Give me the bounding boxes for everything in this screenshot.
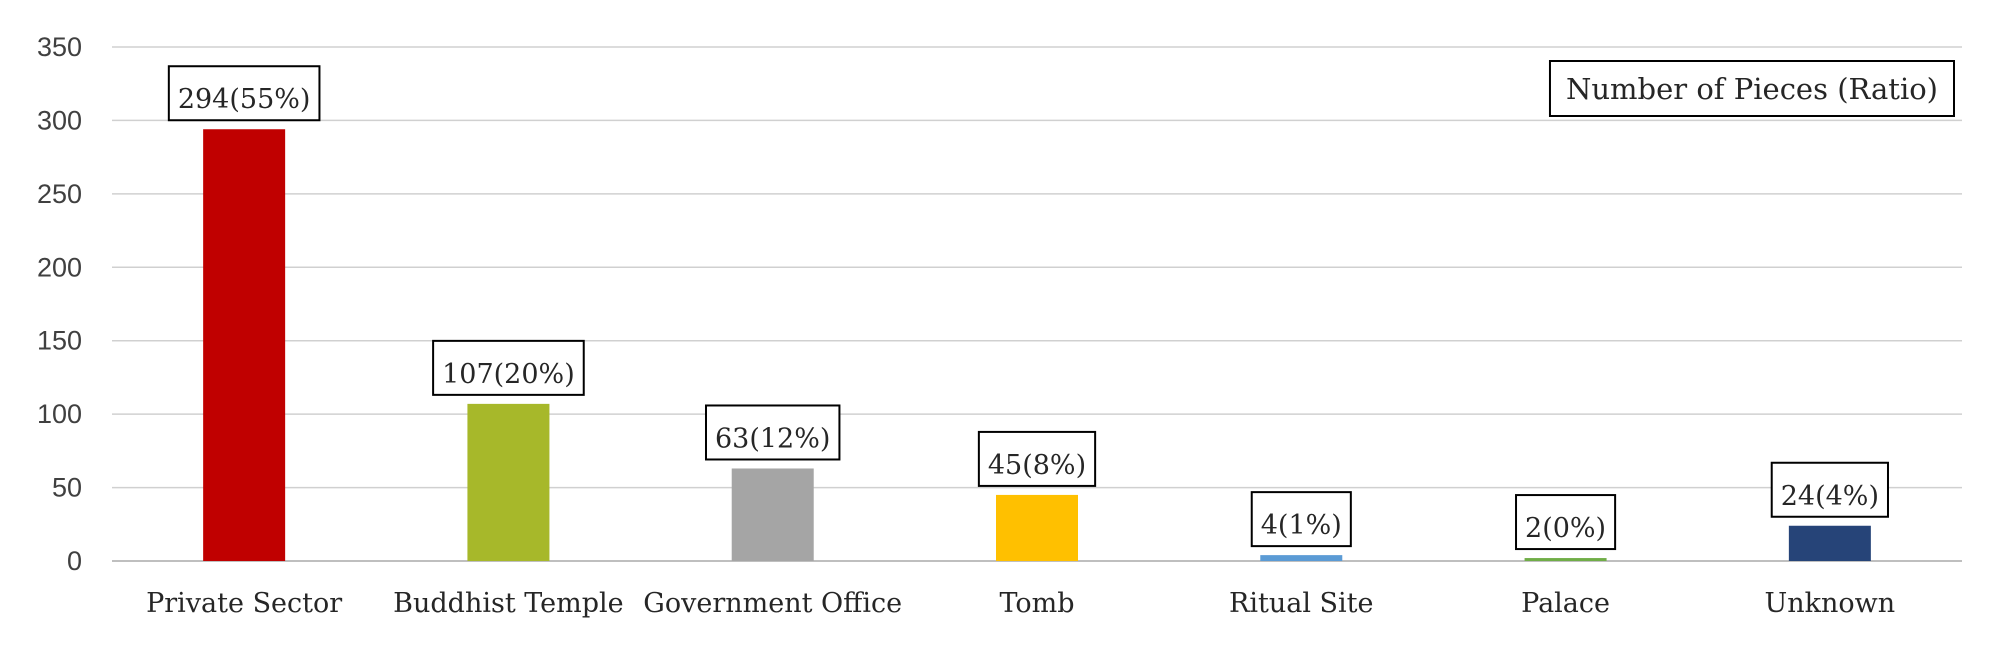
x-tick-label: Buddhist Temple	[393, 588, 624, 619]
y-tick-label: 100	[37, 399, 82, 429]
x-tick-label: Tomb	[999, 588, 1074, 619]
data-label: 2(0%)	[1515, 494, 1617, 551]
legend: Number of Pieces (Ratio)	[1548, 60, 1955, 117]
bars	[203, 129, 1871, 562]
bar	[1260, 555, 1343, 561]
data-label-box	[432, 339, 585, 396]
y-tick-label: 150	[37, 326, 82, 356]
x-tick-label: Unknown	[1765, 588, 1896, 619]
legend-label: Number of Pieces (Ratio)	[1566, 72, 1938, 106]
x-tick-label: Government Office	[643, 588, 902, 619]
data-label-box	[1770, 461, 1889, 518]
data-label: 24(4%)	[1770, 461, 1889, 518]
gridlines	[112, 46, 1962, 562]
data-label: 294(55%)	[167, 65, 321, 122]
bar	[203, 129, 286, 562]
x-tick-label: Private Sector	[146, 588, 342, 619]
y-tick-label: 250	[37, 179, 82, 209]
data-label-text: 45(8%)	[988, 450, 1086, 481]
y-tick-label: 300	[37, 105, 82, 135]
data-label-text: 2(0%)	[1525, 513, 1606, 544]
data-label: 4(1%)	[1250, 491, 1352, 548]
y-axis-tick-labels: 0 50 100 150 200 250 300 350	[37, 32, 82, 576]
x-axis-tick-labels: Private Sector Buddhist Temple Government …	[146, 588, 1895, 619]
data-label-box	[167, 65, 321, 122]
data-label-box	[704, 404, 841, 461]
data-label-text: 107(20%)	[442, 359, 575, 390]
data-label-box	[1515, 494, 1617, 551]
bar	[1788, 525, 1871, 561]
x-tick-label: Palace	[1521, 588, 1610, 619]
data-label: 45(8%)	[977, 430, 1097, 487]
data-label-text: 63(12%)	[715, 423, 830, 454]
data-label-text: 294(55%)	[178, 84, 311, 115]
x-tick-label: Ritual Site	[1229, 588, 1373, 619]
data-label: 107(20%)	[432, 339, 585, 396]
data-label-box	[977, 430, 1097, 487]
y-tick-label: 350	[37, 32, 82, 62]
legend-box	[1548, 60, 1955, 117]
data-label-text: 24(4%)	[1781, 481, 1879, 512]
data-label-box	[1250, 491, 1352, 548]
data-label: 63(12%)	[704, 404, 841, 461]
y-tick-label: 50	[52, 473, 82, 503]
data-label-text: 4(1%)	[1261, 510, 1342, 541]
y-tick-label: 0	[67, 546, 82, 576]
data-labels: 294(55%) 107(20%) 63(12%) 45(8%) 4(1%) 2(0%) 2…	[167, 65, 1889, 551]
bar	[996, 494, 1078, 561]
bar	[731, 468, 814, 561]
bar	[1524, 558, 1607, 561]
bar	[467, 403, 550, 561]
y-tick-label: 200	[37, 252, 82, 282]
